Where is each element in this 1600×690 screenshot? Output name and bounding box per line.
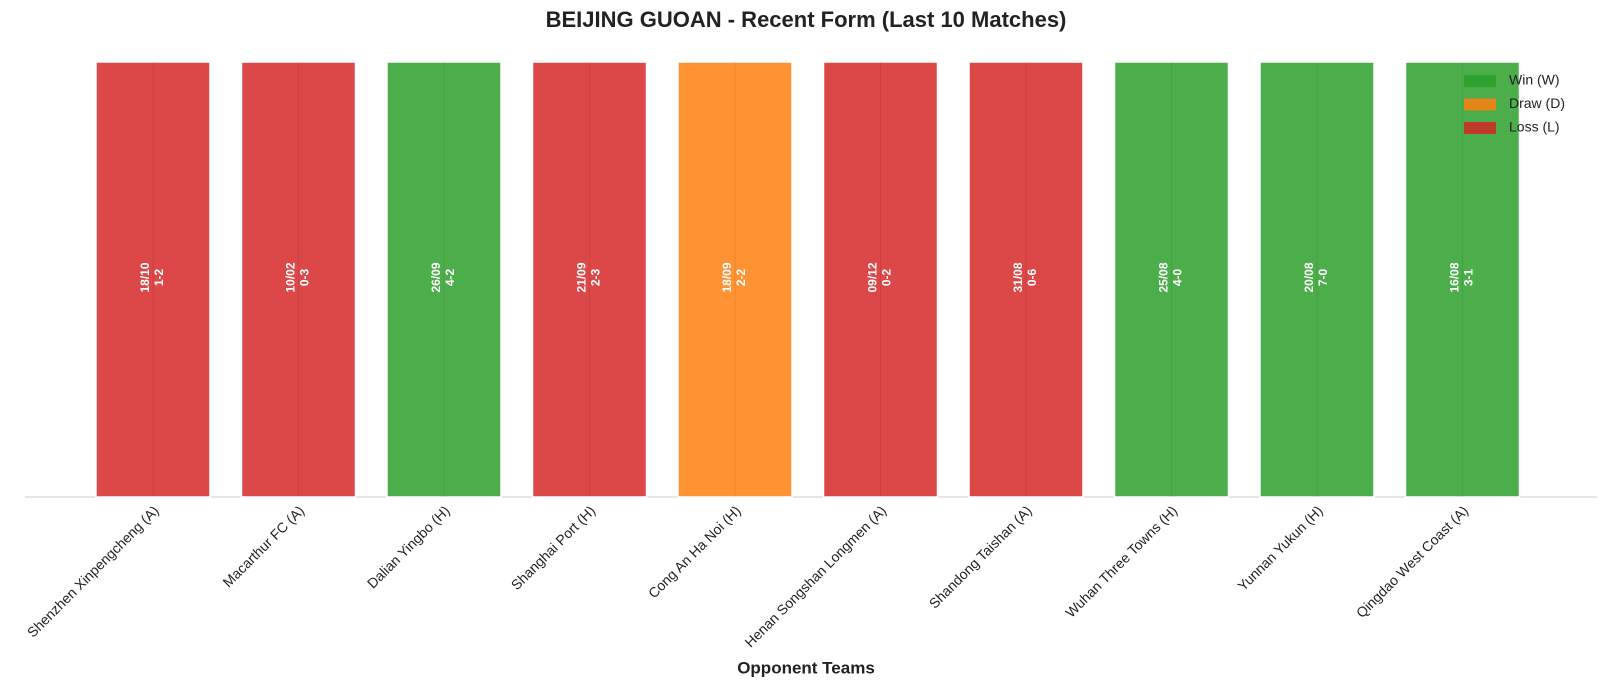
bar-score-label: 4-2: [443, 269, 457, 287]
bar-score-label: 2-3: [589, 269, 603, 287]
bar: [1113, 61, 1230, 498]
bar-date-label: 25/08: [1157, 262, 1171, 292]
legend-swatch: [1464, 98, 1496, 111]
x-tick-label: Cong An Ha Noi (H): [645, 502, 744, 601]
bar: [1259, 61, 1375, 498]
bar-score-label: 0-3: [298, 269, 312, 287]
legend-label: Win (W): [1509, 72, 1560, 88]
legend-swatch: [1464, 122, 1496, 134]
chart-title: BEIJING GUOAN - Recent Form (Last 10 Mat…: [546, 7, 1067, 32]
legend-label: Draw (D): [1509, 95, 1565, 111]
bar-date-label: 20/08: [1302, 262, 1316, 292]
bar-date-label: 09/12: [866, 262, 880, 292]
bar: [95, 61, 211, 498]
x-tick-label: Wuhan Three Towns (H): [1062, 502, 1180, 620]
bar-date-label: 18/10: [138, 262, 152, 292]
bar-score-label: 4-0: [1171, 269, 1185, 287]
x-tick-label: Shenzhen Xinpengcheng (A): [24, 502, 162, 640]
bar-score-label: 0-6: [1025, 269, 1039, 287]
bar-date-label: 10/02: [284, 262, 298, 292]
bar: [822, 61, 939, 498]
bar: [531, 61, 648, 498]
legend-label: Loss (L): [1509, 119, 1560, 135]
bar-score-label: 7-0: [1316, 269, 1330, 287]
bar-date-label: 16/08: [1448, 262, 1462, 292]
x-tick-label: Dalian Yingbo (H): [364, 502, 453, 591]
bar-date-label: 18/09: [720, 262, 734, 292]
x-tick-label: Qingdao West Coast (A): [1353, 502, 1471, 620]
bar-date-label: 26/09: [429, 262, 443, 292]
bar: [677, 61, 793, 498]
bar: [968, 61, 1084, 498]
x-tick-label: Shandong Taishan (A): [926, 502, 1035, 611]
x-axis-label: Opponent Teams: [737, 658, 875, 677]
legend-swatch: [1464, 75, 1496, 87]
x-tick-label: Macarthur FC (A): [219, 502, 307, 590]
bar: [1404, 61, 1521, 498]
bar: [386, 61, 502, 498]
bar-score-label: 3-1: [1462, 269, 1476, 287]
x-tick-label: Shanghai Port (H): [508, 502, 599, 593]
bar-date-label: 21/09: [575, 262, 589, 292]
x-tick-label: Henan Songshan Longmen (A): [741, 502, 889, 650]
bar-score-label: 1-2: [152, 269, 166, 287]
bar-score-label: 2-2: [734, 269, 748, 287]
x-tick-label: Yunnan Yukun (H): [1234, 502, 1325, 593]
bar-date-label: 31/08: [1011, 262, 1025, 292]
bar: [240, 61, 357, 498]
bar-score-label: 0-2: [880, 269, 894, 287]
